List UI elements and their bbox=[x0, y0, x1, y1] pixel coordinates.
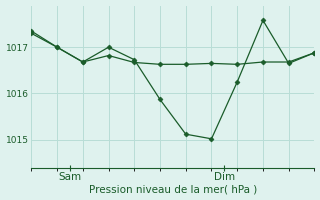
X-axis label: Pression niveau de la mer( hPa ): Pression niveau de la mer( hPa ) bbox=[89, 184, 257, 194]
